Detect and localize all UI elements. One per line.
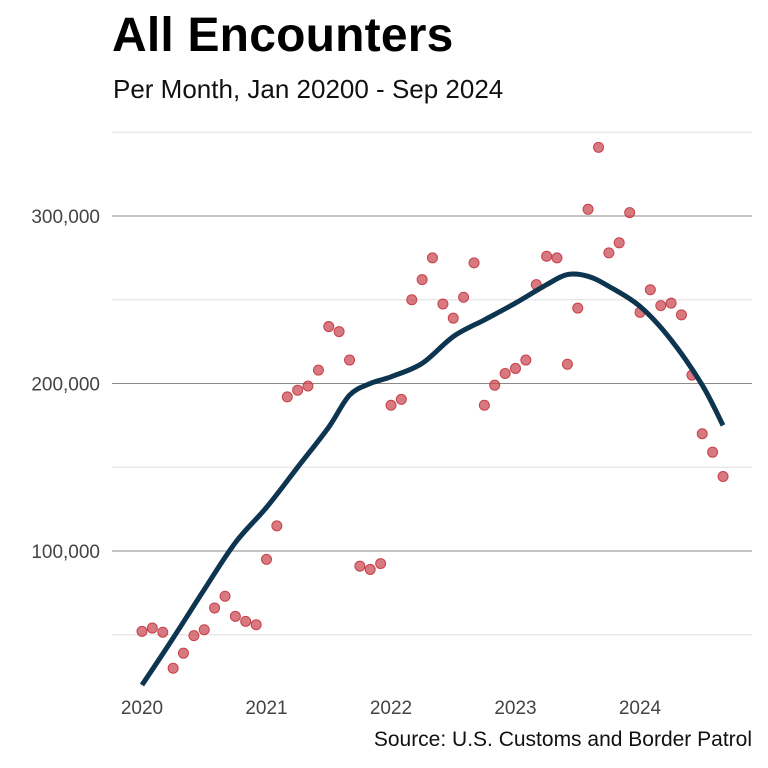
x-tick-label-0: 2020 <box>121 698 163 719</box>
data-point-40 <box>551 252 563 264</box>
data-point-12 <box>261 553 272 565</box>
data-point-52 <box>675 309 687 321</box>
data-point-16 <box>302 380 314 392</box>
data-point-11 <box>250 619 262 631</box>
data-point-46 <box>613 237 625 249</box>
data-point-22 <box>364 563 376 575</box>
data-point-49 <box>644 284 656 296</box>
y-tick-label-2: 300,000 <box>31 207 100 228</box>
y-tick-label-0: 100,000 <box>31 542 100 563</box>
data-point-29 <box>437 298 449 310</box>
data-point-35 <box>499 367 511 379</box>
x-tick-label-3: 2023 <box>494 698 536 719</box>
data-point-18 <box>323 321 335 333</box>
data-point-27 <box>416 274 428 286</box>
data-point-20 <box>344 354 356 366</box>
data-point-0 <box>136 625 148 637</box>
data-point-39 <box>541 250 553 262</box>
data-point-37 <box>520 354 532 366</box>
data-point-36 <box>510 362 521 374</box>
data-point-7 <box>209 602 221 614</box>
data-point-33 <box>478 399 490 411</box>
data-point-3 <box>167 662 179 674</box>
data-point-23 <box>375 558 387 570</box>
data-point-5 <box>188 630 200 642</box>
data-point-51 <box>665 297 677 309</box>
data-point-31 <box>458 291 470 303</box>
data-point-19 <box>333 326 345 338</box>
data-point-13 <box>271 520 283 532</box>
y-tick-label-1: 200,000 <box>31 375 100 396</box>
trend-line <box>139 271 726 687</box>
data-point-21 <box>354 560 366 572</box>
data-point-45 <box>603 247 615 259</box>
data-point-54 <box>696 428 708 440</box>
data-point-6 <box>198 624 210 636</box>
data-point-25 <box>395 393 407 405</box>
data-point-56 <box>717 470 729 482</box>
data-point-4 <box>177 647 189 659</box>
data-point-1 <box>146 622 158 634</box>
data-point-47 <box>624 207 636 219</box>
data-point-26 <box>406 294 418 306</box>
data-point-55 <box>707 446 719 458</box>
data-point-44 <box>593 141 605 153</box>
x-tick-label-4: 2024 <box>619 698 662 719</box>
x-tick-label-2: 2022 <box>370 698 412 719</box>
chart-title: All Encounters <box>112 9 454 62</box>
data-point-17 <box>312 364 324 376</box>
data-point-41 <box>561 358 573 370</box>
data-point-10 <box>240 615 252 627</box>
data-point-34 <box>489 379 501 391</box>
data-point-32 <box>468 257 480 269</box>
data-point-14 <box>281 391 293 403</box>
data-point-2 <box>157 626 169 638</box>
x-tick-label-1: 2021 <box>245 698 287 719</box>
data-point-42 <box>572 302 584 314</box>
data-point-50 <box>655 300 667 312</box>
data-point-9 <box>229 610 241 622</box>
data-point-15 <box>292 384 304 396</box>
chart-source: Source: U.S. Customs and Border Patrol <box>373 728 752 751</box>
data-point-30 <box>447 312 459 324</box>
chart-subtitle: Per Month, Jan 20200 - Sep 2024 <box>113 74 504 104</box>
data-point-24 <box>385 399 397 411</box>
data-point-8 <box>219 590 231 602</box>
data-point-28 <box>426 252 438 264</box>
data-point-43 <box>582 203 594 215</box>
